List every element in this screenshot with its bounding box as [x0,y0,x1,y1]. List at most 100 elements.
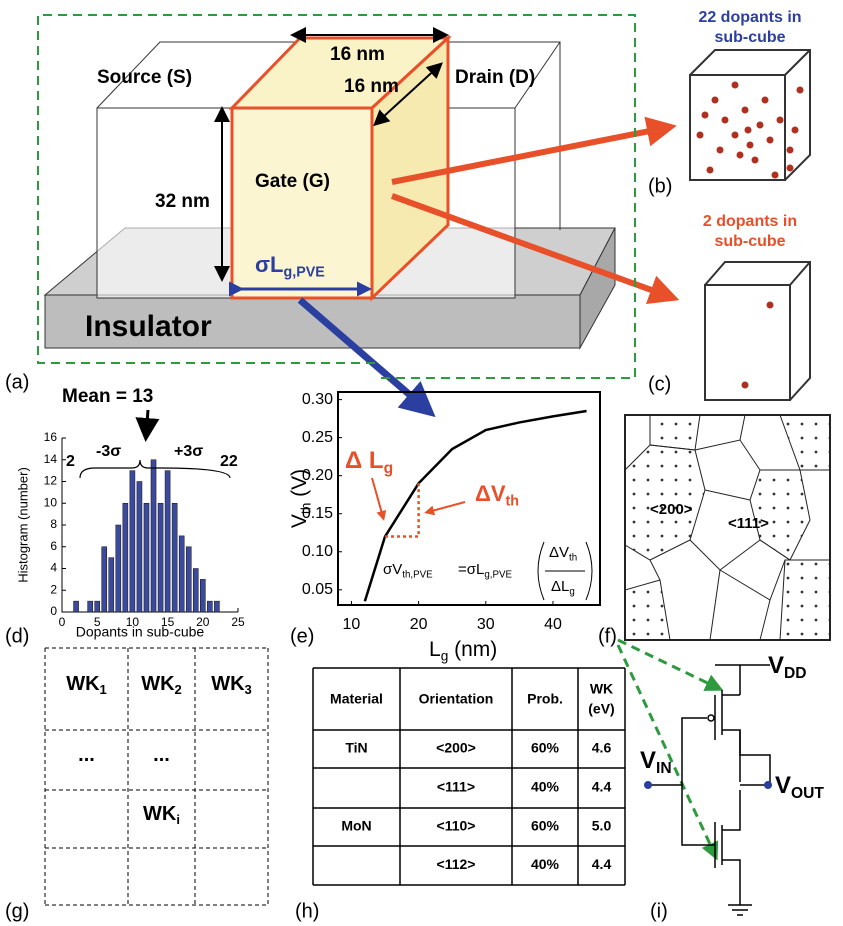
wk-cell: WKi [143,803,180,827]
bar [144,503,149,612]
table-cell: 40% [531,856,560,872]
y-tick-label: 0.10 [302,543,333,560]
annotation: 22 [220,453,238,470]
x-tick-label: 25 [231,615,245,629]
table-cell: 40% [531,779,560,795]
table-header: (eV) [588,701,614,717]
x-axis-label-main: L [429,638,441,661]
panel-label: (e) [290,625,314,647]
cube-c-caption: 2 dopants in [703,213,797,230]
y-axis-label-rest: (V) [288,469,311,503]
delta-lg-main: Δ L [345,447,384,474]
bar [130,471,135,612]
insulator-label: Insulator [85,310,212,343]
circuit [644,665,772,915]
cube-b-caption: 22 dopants in [698,9,801,26]
formula-num-main: ΔV [549,544,569,561]
source-label: Source (S) [97,67,192,88]
table-header: Orientation [419,691,494,707]
y-tick-label: 6 [50,539,57,553]
wk-cell-main: ... [78,744,95,766]
delta-lg: Δ Lg [345,447,393,477]
table-cell: 60% [531,740,560,756]
depth-label: 16 nm [344,76,399,97]
table-header: Material [330,691,383,707]
x-tick-label: 10 [343,616,361,633]
formula-num-sub: th [569,552,577,563]
table-cell: 60% [531,818,560,834]
wk-cell: WK2 [141,673,182,697]
delta-lg-sub: g [384,460,394,477]
x-axis-label-sub: g [441,648,449,663]
table-cell: <111> [437,779,475,795]
x-tick-label: 30 [477,616,495,633]
y-tick-label: 16 [44,430,58,444]
x-axis-label-rest: (nm) [448,638,497,661]
table-cell: <110> [437,818,476,834]
grain-label: <111> [728,515,769,532]
table-header: WK [590,681,613,697]
formula-rhs: =σLg,PVE [458,561,513,580]
table-cell: 4.6 [592,740,612,756]
x-axis-label: Lg (nm) [429,638,497,663]
bar [123,503,128,612]
bar [165,471,170,612]
annotation: -3σ [96,443,121,460]
mean-annotation: Mean = 13 [62,386,153,407]
panel-label: (g) [5,900,29,922]
table-cell: <200> [436,740,476,756]
wk-cell-main: WK [66,673,100,695]
vdd-label-sub: DD [784,665,807,682]
wk-cell-main: WK [143,803,177,825]
annotation: +3σ [174,443,203,460]
table-header: Prob. [527,691,563,707]
vin-label-main: V [640,747,656,774]
formula-rhs-sub: g,PVE [484,569,512,580]
x-tick-label: 0 [59,615,66,629]
width-label: 16 nm [330,44,385,65]
x-tick-label: 40 [544,616,562,633]
gate-label: Gate (G) [255,171,330,192]
panel-label: (a) [5,371,29,393]
y-tick-label: 10 [44,495,58,509]
bar [95,601,100,612]
panel-label: (b) [648,175,672,197]
formula-lhs-sub: th,PVE [402,569,433,580]
bar [179,536,184,612]
y-tick-label: 0.25 [302,429,333,446]
bar [172,503,177,612]
bar [116,525,121,612]
wk-cell: WK3 [211,673,252,697]
table-cell: 4.4 [592,856,612,872]
vin-label-sub: IN [656,760,672,777]
bar [137,482,142,613]
x-axis-label: Dopants in sub-cube [76,624,205,640]
bar [207,601,212,612]
bar [74,601,79,612]
bar [88,601,93,612]
arrow [372,478,383,517]
bar [214,601,219,612]
y-tick-label: 12 [44,474,58,488]
cube-c-caption: sub-cube [714,233,785,250]
axes [62,438,238,612]
cube-b [690,50,810,180]
grain-label: <200> [650,501,693,518]
y-tick-label: 0.05 [302,581,333,598]
y-tick-label: 4 [50,561,57,575]
wk-cell: ... [78,744,95,766]
table-cell: MoN [341,818,371,834]
arrow [428,502,465,512]
y-tick-label: 0.30 [302,391,333,408]
formula-den-sub: g [569,586,574,597]
wk-cell-main: ... [153,744,170,766]
delta-vth-main: ΔV [475,481,506,506]
formula-num: ΔVth [549,544,577,563]
formula-den: ΔLg [551,578,575,597]
grain-arrows [618,640,718,855]
panel-label: (i) [650,900,668,922]
y-axis-label: Histogram (number) [15,467,30,583]
y-axis-label: Vth (V) [288,469,313,528]
wk-cell-sub: i [176,812,180,827]
vdd-label: VDD [768,652,807,682]
